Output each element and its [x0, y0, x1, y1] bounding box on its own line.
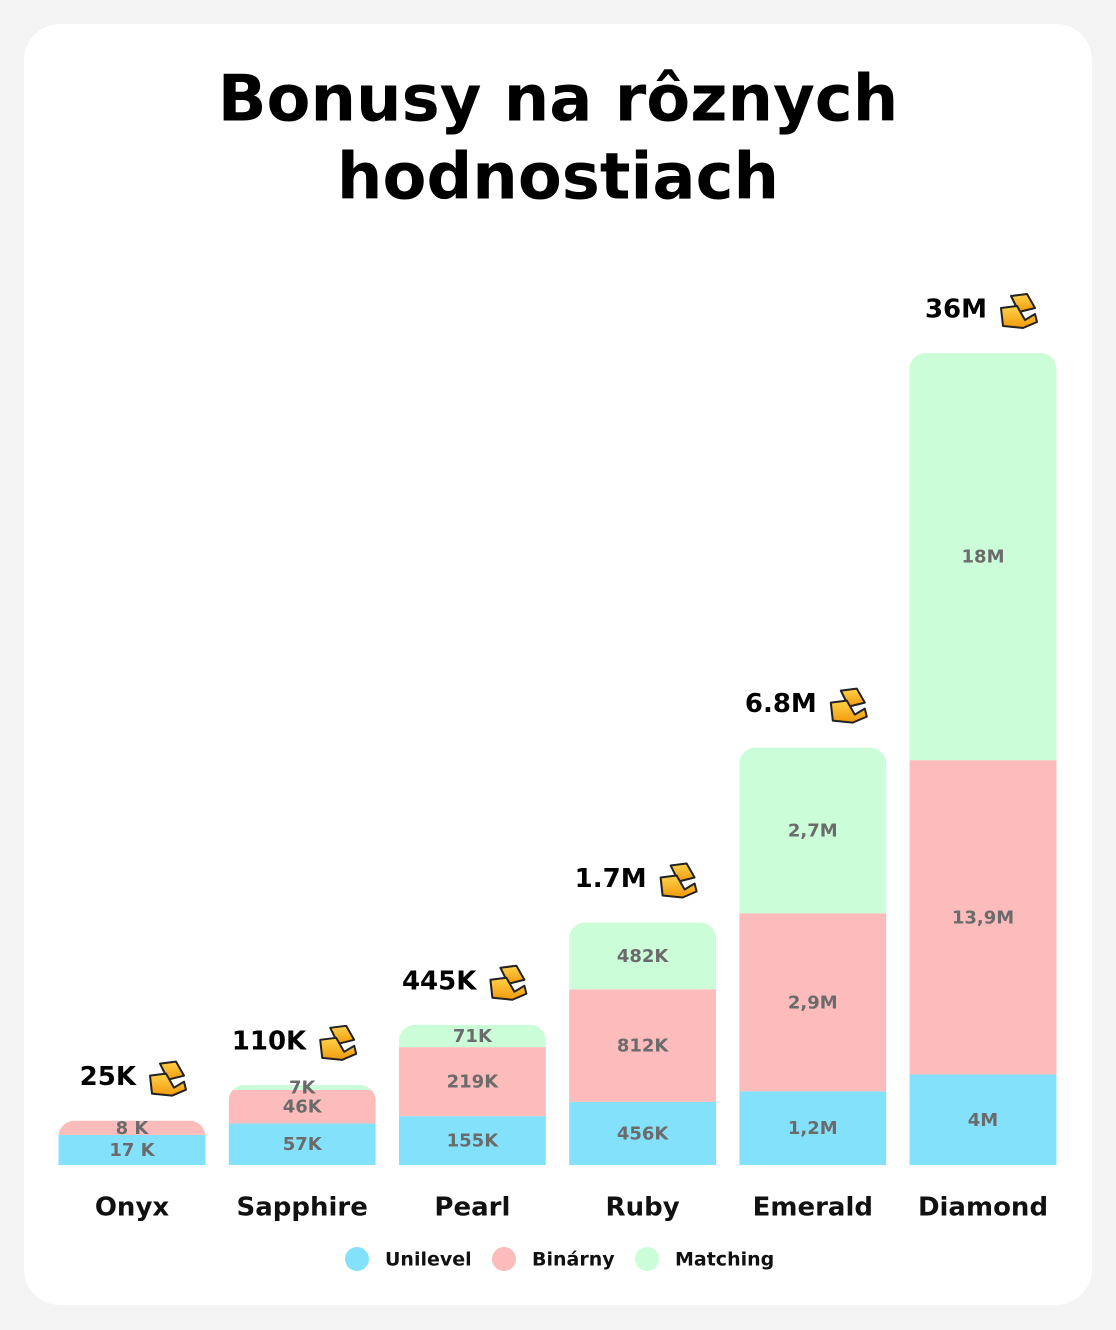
- segment-label: 1,2M: [788, 1118, 838, 1139]
- bar-segment: [228, 1084, 376, 1090]
- segment-label: 219K: [447, 1072, 500, 1093]
- bar: [569, 922, 717, 1165]
- bar-segment: [739, 747, 887, 914]
- total-label: 25K: [80, 1062, 137, 1092]
- legend-label: Unilevel: [385, 1249, 472, 1271]
- segment-label: 456K: [617, 1123, 670, 1144]
- x-tick-label: Emerald: [753, 1193, 873, 1223]
- bar-segment: [569, 1101, 717, 1165]
- total-label: 110K: [232, 1026, 307, 1056]
- legend-swatch: [492, 1247, 516, 1271]
- chart-title: hodnostiach: [337, 141, 779, 215]
- x-tick-label: Diamond: [918, 1193, 1048, 1223]
- bar-segment: [739, 913, 887, 1092]
- gold-icon: [319, 1024, 358, 1061]
- segment-label: 2,7M: [788, 820, 838, 841]
- segment-label: 155K: [447, 1131, 500, 1152]
- total-label: 6.8M: [745, 689, 817, 719]
- gold-bar: [489, 976, 528, 1001]
- gold-bar: [319, 1036, 358, 1061]
- gold-icon: [489, 964, 528, 1001]
- bar-segment: [58, 1134, 206, 1165]
- bar-segment: [58, 1120, 206, 1135]
- gold-icon: [149, 1060, 187, 1097]
- bar: [398, 1024, 546, 1165]
- segment-label: 7K: [289, 1077, 317, 1098]
- bar: [739, 747, 887, 1165]
- bar-segment: [739, 1091, 887, 1165]
- bar-segment: [569, 922, 717, 990]
- segment-label: 2,9M: [788, 992, 838, 1013]
- segment-label: 8 K: [116, 1118, 150, 1139]
- bar-segment: [228, 1123, 376, 1165]
- legend-label: Binárny: [532, 1249, 615, 1271]
- legend-label: Matching: [675, 1249, 774, 1271]
- bar-segment: [909, 353, 1057, 761]
- bar-segment: [398, 1116, 546, 1165]
- segment-label: 18M: [962, 547, 1005, 568]
- bar-segment: [909, 760, 1057, 1075]
- bar-segment: [228, 1089, 376, 1124]
- gold-bar: [659, 874, 698, 899]
- bar-segment: [398, 1024, 546, 1048]
- total-label: 1.7M: [575, 864, 647, 894]
- bar-segment: [569, 989, 717, 1102]
- bar-segment: [398, 1047, 546, 1117]
- bar-segment: [909, 1074, 1057, 1165]
- legend-swatch: [345, 1247, 369, 1271]
- bar: [58, 1120, 206, 1165]
- chart-title: Bonusy na rôznych: [218, 63, 899, 137]
- total-label: 36M: [925, 295, 987, 325]
- segment-label: 17 K: [109, 1140, 155, 1161]
- x-tick-label: Sapphire: [237, 1193, 368, 1223]
- bar: [909, 353, 1057, 1165]
- segment-label: 71K: [453, 1026, 493, 1047]
- gold-icon: [1000, 293, 1038, 329]
- segment-label: 13,9M: [952, 907, 1014, 928]
- x-tick-label: Ruby: [606, 1193, 680, 1223]
- segment-label: 4M: [968, 1110, 998, 1131]
- segment-label: 482K: [617, 946, 670, 967]
- segment-label: 46K: [283, 1097, 323, 1118]
- total-label: 445K: [402, 966, 477, 996]
- segment-label: 812K: [617, 1036, 670, 1057]
- gold-bar: [1000, 305, 1038, 329]
- x-tick-label: Onyx: [95, 1193, 170, 1223]
- x-tick-label: Pearl: [434, 1193, 510, 1223]
- segment-label: 57K: [283, 1134, 323, 1155]
- gold-icon: [829, 687, 868, 724]
- bar: [228, 1084, 376, 1165]
- gold-bar: [149, 1072, 187, 1097]
- legend-swatch: [635, 1247, 659, 1271]
- gold-bar: [829, 699, 868, 724]
- gold-icon: [659, 862, 698, 899]
